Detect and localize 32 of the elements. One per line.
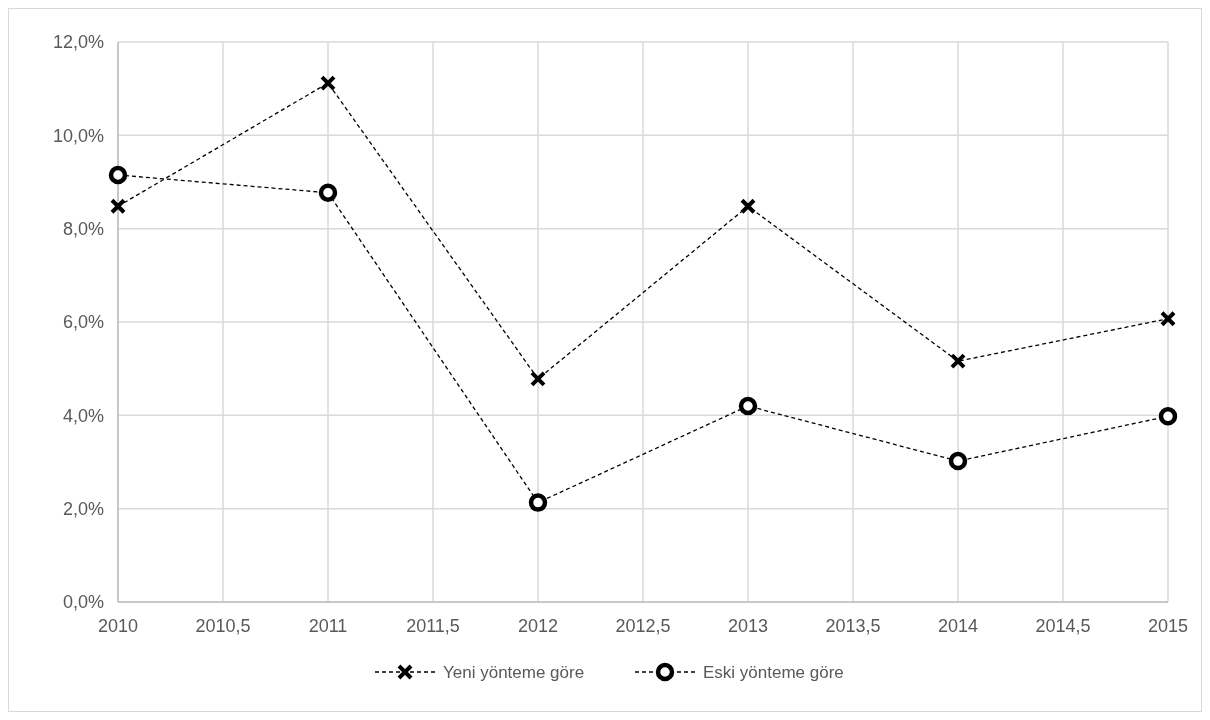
x-tick-label: 2012 [517, 616, 559, 636]
x-tick-label: 2010 [97, 616, 139, 636]
x-tick-label: 2013 [727, 616, 769, 636]
point [948, 451, 968, 471]
y-tick-label: 0,0% [62, 592, 104, 613]
point [738, 396, 758, 416]
point [740, 198, 756, 215]
x-tick-label: 2014,5 [1035, 616, 1091, 636]
point [530, 370, 546, 387]
x-tick-label: 2013,5 [825, 616, 881, 636]
point [318, 183, 338, 202]
point [108, 165, 128, 185]
point [528, 493, 548, 512]
y-tick-label: 4,0% [62, 405, 104, 426]
legend-label: Yeni yönteme göre [443, 662, 585, 682]
y-tick-label: 6,0% [62, 312, 104, 333]
y-tick-label: 12,0% [52, 32, 104, 53]
x-tick-label: 2011,5 [406, 616, 460, 636]
x-tick-label: 2012,5 [615, 616, 671, 636]
point [320, 75, 336, 92]
x-tick-label: 2015 [1147, 616, 1189, 636]
point [1158, 407, 1178, 426]
point [1160, 310, 1176, 327]
point [950, 353, 966, 370]
y-tick-label: 8,0% [62, 218, 104, 239]
x-tick-label: 2011 [308, 616, 348, 636]
y-tick-label: 10,0% [52, 125, 104, 146]
y-tick-label: 2,0% [62, 498, 104, 519]
x-tick-label: 2010,5 [195, 616, 251, 636]
x-tick-label: 2014 [937, 616, 979, 636]
point [110, 198, 126, 215]
legend-label: Eski yönteme göre [703, 662, 844, 682]
